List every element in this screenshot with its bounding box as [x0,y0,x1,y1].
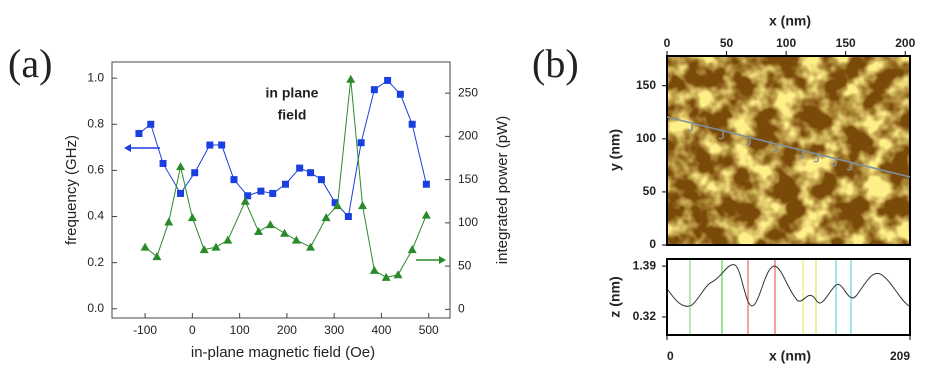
marker [152,252,162,261]
y2-tick-label: 100 [458,215,478,229]
y-tick-label: 0.8 [87,116,104,130]
marker [393,270,403,279]
x-tick-label: 0 [664,36,671,50]
y-tick-label: 0 [649,237,656,251]
marker [384,76,392,84]
y-tick-label: 0.32 [633,309,657,323]
marker [306,242,316,251]
x-tick-label: 200 [277,323,297,337]
marker [140,242,150,251]
marker [422,180,430,188]
x-tick-label: 100 [776,36,796,50]
y2-tick-label: 0 [458,302,465,316]
marker [281,180,289,188]
panel-label: (a) [8,41,52,86]
marker [254,227,264,236]
marker [269,189,277,197]
marker [265,220,275,229]
marker [187,213,197,222]
y2-tick-label: 200 [458,129,478,143]
annotation: in plane [266,85,319,101]
x-tick-label: 50 [720,36,734,50]
plot-frame [111,61,451,319]
marker [191,169,199,177]
marker [211,242,221,251]
y2-tick-label: 150 [458,172,478,186]
arrow [416,256,446,264]
marker [199,245,209,254]
marker [332,201,342,210]
marker [296,164,304,172]
y2-axis-label: integrated power (pW) [494,116,511,264]
y-tick-label: 0.2 [87,255,104,269]
marker [223,235,233,244]
profile-panel [666,258,911,336]
x-tick-label: 209 [890,349,910,363]
y-tick-label: 0.4 [87,209,104,223]
y-tick-label: 0.0 [87,301,104,315]
y-tick-label: 1.0 [87,70,104,84]
annotation: field [278,107,307,123]
marker [369,265,379,274]
y-axis-label: z (nm) [607,276,623,317]
marker [331,199,339,207]
x-tick-label: 400 [371,323,391,337]
y-tick-label: 1.39 [633,258,657,272]
x-axis-label: in-plane magnetic field (Oe) [191,344,375,361]
x-tick-label: 0 [667,349,674,363]
x-tick-label: 500 [419,323,439,337]
x-axis-label: x (nm) [769,13,811,29]
marker [358,201,368,210]
marker [218,141,226,149]
y2-tick-label: 50 [458,258,472,272]
marker [381,272,391,281]
x-axis-label: x (nm) [769,348,811,364]
x-tick-label: 100 [230,323,250,337]
afm-image [666,55,911,246]
y-tick-label: 0.6 [87,163,104,177]
marker [230,176,238,184]
x-tick-label: 0 [189,323,196,337]
marker [408,120,416,128]
marker [421,210,431,219]
marker [206,141,214,149]
marker [177,189,185,197]
marker [317,176,325,184]
marker [396,90,404,98]
marker [291,235,301,244]
y-tick-label: 150 [636,78,656,92]
panel-label: (b) [532,41,579,86]
x-tick-label: 300 [324,323,344,337]
y2-tick-label: 250 [458,85,478,99]
marker [240,196,250,205]
marker [357,139,365,147]
marker [280,228,290,237]
marker [244,192,252,200]
marker [307,169,315,177]
marker [407,245,417,254]
marker [370,86,378,94]
arrow [124,144,160,152]
y-tick-label: 50 [643,184,657,198]
x-tick-label: 200 [895,36,915,50]
marker [346,74,356,83]
y-tick-label: 100 [636,131,656,145]
y-axis-label: frequency (GHz) [63,135,80,245]
marker [147,120,155,128]
marker [257,187,265,195]
y-axis-label: y (nm) [607,129,623,171]
marker [176,162,186,171]
x-tick-label: 150 [836,36,856,50]
marker [159,159,167,167]
marker [135,129,143,137]
marker [344,213,352,221]
x-tick-label: -100 [133,323,157,337]
marker [164,217,174,226]
marker [321,213,331,222]
